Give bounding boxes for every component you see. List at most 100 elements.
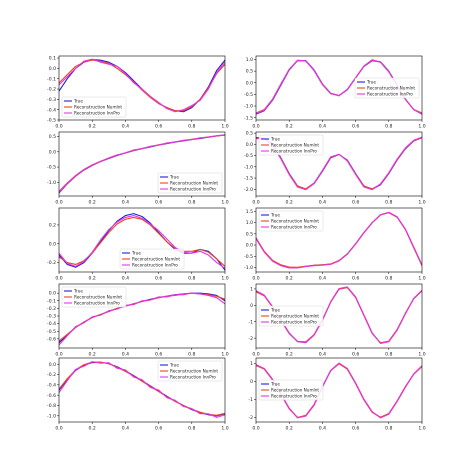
- subplot-6: 0.0 0.2 0.4 0.6 0.8 1.0 1.5 1.0 0.5 0.0 -0.5 -1.0 Tr…: [244, 207, 426, 282]
- series-group: [59, 213, 225, 271]
- y-tick-label: -1.0: [47, 180, 56, 186]
- y-tick-label: 0.2: [49, 223, 56, 229]
- series-line-reconstruction-innpro: [59, 361, 225, 418]
- subplot-2: 0.0 0.2 0.4 0.6 0.8 1.0 1.0 0.5 0.0 -0.5 -1.0 -1.5 T…: [244, 55, 426, 130]
- y-tick-label: -1.0: [244, 265, 253, 271]
- axes-frame: [255, 207, 423, 273]
- y-tick-label: -1: [248, 319, 253, 325]
- y-tick-label: -0.2: [47, 306, 56, 312]
- legend-box: [61, 286, 127, 308]
- y-tick-label: 1.0: [246, 57, 253, 63]
- y-tick-label: 0.1: [49, 56, 56, 62]
- subplot-1: 0.0 0.2 0.4 0.6 0.8 1.0 0.1 0.0 -0.1 -0.2 -0.3 -0.4…: [47, 56, 229, 130]
- x-tick-label: 0.4: [319, 352, 326, 358]
- x-tick-label: 0.8: [188, 200, 195, 206]
- legend-label: True: [73, 99, 83, 104]
- y-tick-label: 0.5: [246, 131, 253, 137]
- y-tick-label: -0.5: [47, 165, 56, 171]
- x-tick-label: 0.2: [89, 200, 96, 206]
- x-tick-label: 0.6: [155, 276, 162, 282]
- x-tick-label: 0.6: [352, 352, 359, 358]
- subplot-8: 0.0 0.2 0.4 0.6 0.8 1.010-1-2TrueReconstructi…: [248, 283, 426, 358]
- legend-label: True: [169, 175, 179, 180]
- y-tick-label: -0.5: [244, 92, 253, 98]
- y-tick-label: 0.0: [246, 142, 253, 148]
- legend-box: [157, 172, 223, 194]
- axes-frame: [58, 357, 226, 423]
- legend-box: [354, 77, 420, 99]
- y-tick-label: -2.0: [244, 187, 253, 193]
- y-tick-label: 0: [250, 303, 253, 309]
- x-tick-label: 0.2: [286, 124, 293, 130]
- axes-frame: [255, 131, 423, 197]
- subplot-4: 0.0 0.2 0.4 0.6 0.8 1.0 0.5 0.0 -0.5 -1.0 -1.5 -2.0…: [244, 131, 426, 206]
- series-group: [256, 136, 422, 191]
- y-tick-label: 0.0: [49, 66, 56, 72]
- y-tick-label: -1.0: [47, 413, 56, 419]
- legend-label: True: [366, 80, 376, 85]
- y-tick-label: 1: [250, 287, 253, 293]
- x-tick-label: 0.0: [252, 200, 259, 206]
- y-tick-label: -0.4: [47, 321, 56, 327]
- y-tick-label: 0.5: [246, 69, 253, 75]
- y-tick-label: 0.0: [246, 80, 253, 86]
- x-tick-label: 0.4: [122, 124, 129, 130]
- legend-box: [258, 305, 324, 327]
- x-tick-label: 0.0: [252, 352, 259, 358]
- x-tick-label: 0.8: [188, 276, 195, 282]
- x-tick-label: 0.4: [122, 276, 129, 282]
- y-tick-label: -0.4: [47, 107, 56, 113]
- y-tick-label: -0.4: [47, 382, 56, 388]
- x-tick-label: 0.2: [286, 276, 293, 282]
- subplot-5: 0.0 0.2 0.4 0.6 0.8 1.00.20.0-0.2TrueReconstr…: [47, 207, 229, 282]
- legend-label: Reconstruction NumInt: [271, 388, 319, 393]
- x-tick-label: 0.8: [188, 124, 195, 130]
- x-tick-label: 0.8: [385, 276, 392, 282]
- y-tick-label: -0.8: [47, 403, 56, 409]
- legend-box: [258, 134, 324, 156]
- series-group: [59, 361, 225, 418]
- x-tick-label: 0.2: [89, 276, 96, 282]
- legend-box: [119, 248, 185, 270]
- legend-label: True: [270, 137, 280, 142]
- x-tick-label: 0.4: [319, 124, 326, 130]
- axes-frame: [58, 55, 226, 121]
- x-tick-label: 0.0: [55, 426, 62, 432]
- y-tick-label: 0.0: [49, 362, 56, 368]
- x-tick-label: 0.4: [122, 352, 129, 358]
- legend-label: Reconstruction NumInt: [170, 181, 218, 186]
- y-tick-label: -1: [248, 397, 253, 403]
- y-tick-label: -0.2: [47, 87, 56, 93]
- x-tick-label: 0.2: [89, 352, 96, 358]
- x-tick-label: 0.0: [55, 200, 62, 206]
- y-tick-label: -0.5: [47, 329, 56, 335]
- x-tick-label: 0.0: [55, 124, 62, 130]
- legend-label: Reconstruction InnPro: [74, 301, 120, 306]
- legend-label: Reconstruction NumInt: [271, 314, 319, 319]
- x-tick-label: 0.8: [188, 426, 195, 432]
- x-tick-label: 0.2: [89, 426, 96, 432]
- y-tick-label: -0.5: [47, 118, 56, 124]
- y-tick-label: 0.0: [49, 241, 56, 247]
- x-tick-label: 0.2: [286, 352, 293, 358]
- x-tick-label: 0.4: [319, 276, 326, 282]
- legend-label: Reconstruction InnPro: [271, 225, 317, 230]
- legend-label: True: [73, 289, 83, 294]
- y-tick-label: -0.6: [47, 393, 56, 399]
- x-tick-label: 1.0: [221, 276, 228, 282]
- axes-frame: [255, 357, 423, 423]
- legend-label: Reconstruction NumInt: [170, 369, 218, 374]
- y-tick-label: 0.0: [49, 149, 56, 155]
- x-tick-label: 0.0: [252, 426, 259, 432]
- x-tick-label: 1.0: [418, 276, 425, 282]
- x-tick-label: 0.8: [385, 352, 392, 358]
- y-tick-label: -0.5: [244, 153, 253, 159]
- y-tick-label: -1.5: [244, 176, 253, 182]
- legend-label: Reconstruction InnPro: [74, 111, 120, 116]
